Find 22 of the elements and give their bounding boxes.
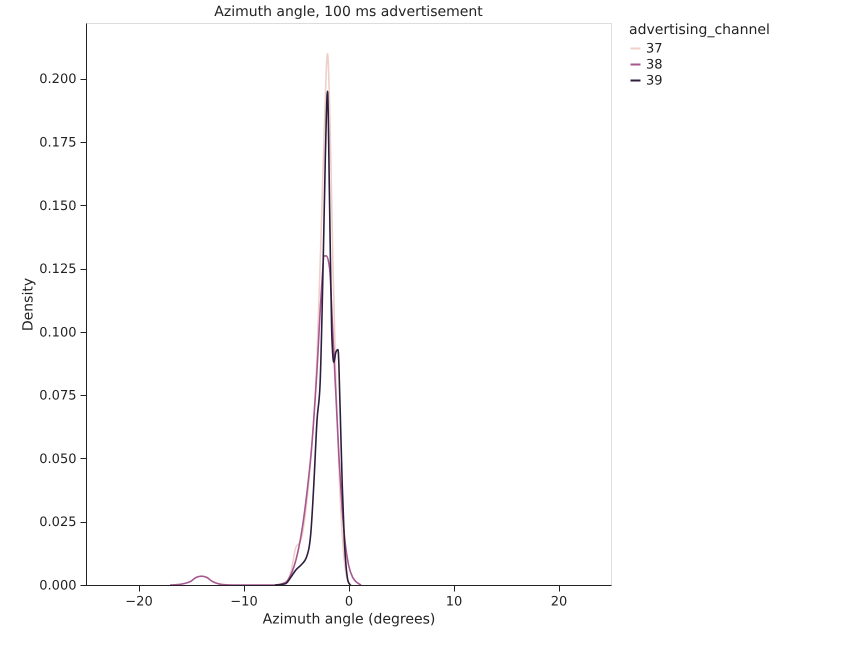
y-tick-label: 0.175	[39, 135, 76, 150]
legend-label: 37	[646, 42, 663, 56]
y-axis-title: Density	[20, 278, 36, 332]
x-tick-label: 20	[550, 594, 568, 610]
x-tick-label: −10	[230, 594, 258, 610]
x-axis-title: Azimuth angle (degrees)	[262, 612, 436, 628]
chart-title: Azimuth angle, 100 ms advertisement	[214, 4, 484, 20]
y-tick-label: 0.200	[39, 72, 76, 88]
y-tick-label: 0.025	[39, 515, 76, 530]
y-tick-label: 0.050	[39, 452, 76, 467]
x-tick-label: 10	[446, 594, 462, 610]
line-series	[169, 255, 362, 585]
x-tick-label: −20	[125, 594, 153, 610]
y-tick-label: 0.125	[39, 262, 76, 278]
y-tick-label: 0.100	[39, 325, 76, 340]
x-tick-label: 0	[344, 594, 354, 610]
legend-title: advertising_channel	[629, 22, 770, 38]
y-tick-label: 0.150	[39, 198, 76, 214]
legend-label: 39	[646, 74, 663, 88]
legend-label: 38	[646, 58, 663, 72]
y-tick-label: 0.000	[39, 578, 76, 594]
y-tick-label: 0.075	[39, 388, 76, 404]
